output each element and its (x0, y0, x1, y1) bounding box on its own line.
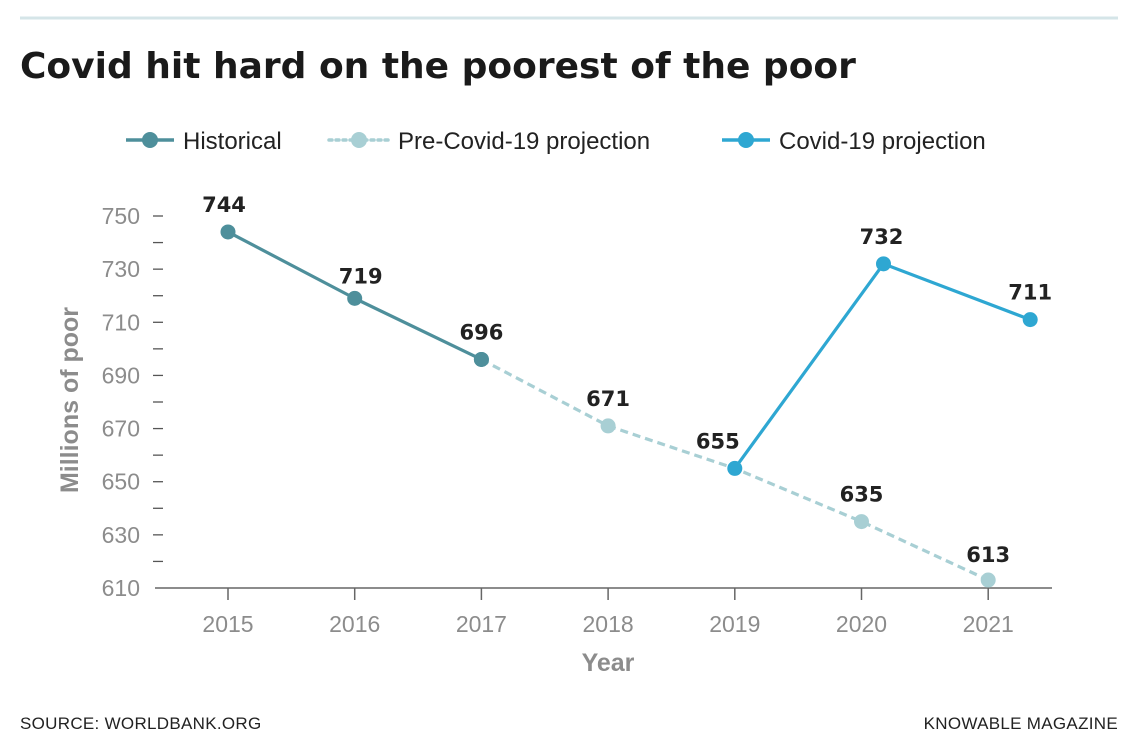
data-label: 613 (966, 543, 1010, 567)
y-tick-label: 670 (102, 416, 140, 442)
y-axis-label: Millions of poor (56, 307, 84, 493)
data-label: 635 (840, 483, 884, 507)
x-tick-label: 2015 (202, 611, 253, 637)
data-label: 711 (1008, 281, 1052, 305)
x-tick-label: 2018 (583, 611, 634, 637)
data-labels: 744 719 696 671 655 635 613 732 711 (202, 193, 1052, 567)
x-tick-label: 2016 (329, 611, 380, 637)
legend-label: Historical (183, 128, 282, 155)
data-point (600, 418, 616, 434)
y-axis: 610 630 650 670 690 710 730 750 (102, 203, 163, 601)
data-label: 655 (696, 429, 740, 453)
data-point (473, 351, 489, 367)
data-point (854, 514, 869, 530)
data-point (727, 460, 743, 476)
y-tick-label: 650 (102, 469, 140, 495)
data-label: 744 (202, 193, 246, 217)
y-tick-label: 690 (102, 362, 140, 388)
legend-label: Covid-19 projection (779, 128, 986, 155)
source-note: SOURCE: WORLDBANK.ORG (20, 714, 262, 733)
chart-title: Covid hit hard on the poorest of the poo… (20, 46, 856, 87)
data-label: 719 (339, 264, 383, 288)
legend: Historical Pre-Covid-19 projection Covid-1… (126, 128, 986, 155)
data-point (1022, 312, 1038, 328)
data-point (980, 572, 996, 588)
legend-label: Pre-Covid-19 projection (398, 128, 650, 155)
publisher-credit: KNOWABLE MAGAZINE (924, 714, 1118, 733)
x-axis-label: Year (582, 649, 635, 677)
x-tick-label: 2019 (709, 611, 760, 637)
data-label: 732 (860, 225, 904, 249)
data-point (220, 224, 236, 240)
data-label: 671 (586, 387, 630, 411)
x-tick-label: 2021 (963, 611, 1014, 637)
legend-swatch-marker (738, 132, 754, 148)
y-tick-label: 730 (102, 256, 140, 282)
data-point (876, 256, 891, 272)
data-label: 696 (459, 320, 503, 344)
y-tick-label: 750 (102, 203, 140, 229)
y-tick-label: 630 (102, 522, 140, 548)
y-tick-label: 710 (102, 309, 140, 335)
x-tick-label: 2020 (836, 611, 887, 637)
x-tick-label: 2017 (456, 611, 507, 637)
series-layer (220, 224, 1038, 588)
x-axis: 2015 2016 2017 2018 2019 2020 2021 (155, 587, 1052, 637)
y-tick-label: 610 (102, 575, 140, 601)
legend-swatch-marker (142, 132, 158, 148)
series-line-covid-19-projection (733, 262, 1031, 470)
data-point (347, 290, 363, 306)
legend-swatch-marker (351, 132, 367, 148)
